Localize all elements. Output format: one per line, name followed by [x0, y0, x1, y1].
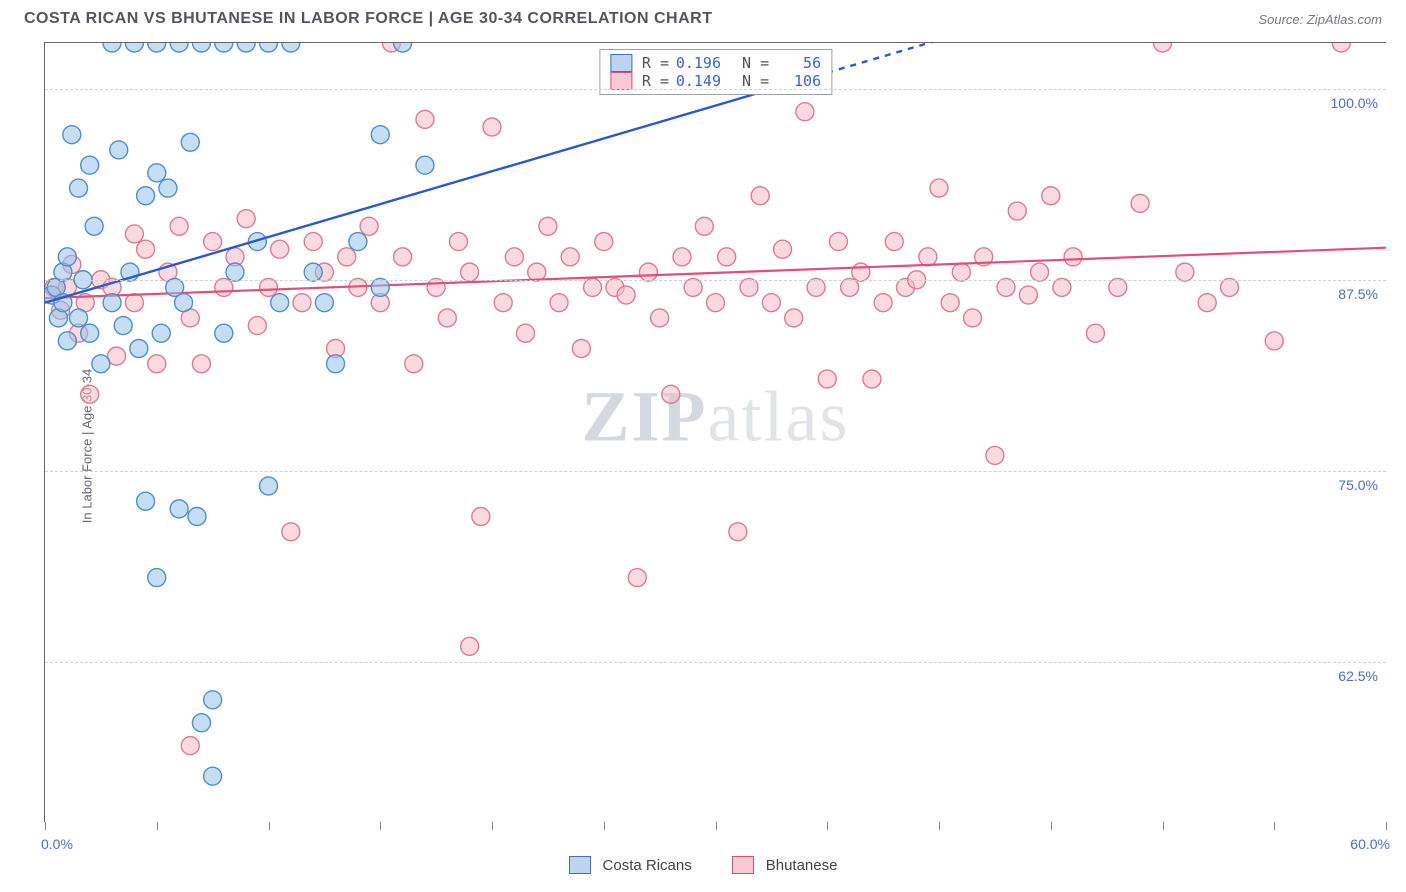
legend-item: Costa Ricans	[569, 856, 692, 874]
scatter-svg	[45, 43, 1386, 822]
swatch-icon	[610, 72, 632, 90]
y-tick-label: 100.0%	[1331, 95, 1378, 111]
x-tick	[269, 822, 270, 830]
r-value: 0.196	[675, 54, 721, 72]
legend-label: Bhutanese	[766, 857, 838, 874]
y-tick-label: 75.0%	[1338, 477, 1378, 493]
x-tick	[492, 822, 493, 830]
x-tick	[1163, 822, 1164, 830]
r-label: R =	[642, 72, 669, 90]
n-label: N =	[742, 72, 769, 90]
x-tick	[939, 822, 940, 830]
x-tick	[157, 822, 158, 830]
gridline	[45, 280, 1386, 281]
legend-row: R = 0.196 N = 56	[610, 54, 821, 72]
swatch-icon	[569, 856, 591, 874]
source-credit: Source: ZipAtlas.com	[1258, 12, 1382, 27]
swatch-icon	[610, 54, 632, 72]
gridline	[45, 471, 1386, 472]
series-legend: Costa Ricans Bhutanese	[0, 856, 1406, 874]
r-label: R =	[642, 54, 669, 72]
legend-item: Bhutanese	[732, 856, 838, 874]
legend-label: Costa Ricans	[603, 857, 692, 874]
n-label: N =	[742, 54, 769, 72]
x-tick	[1274, 822, 1275, 830]
n-value: 56	[775, 54, 821, 72]
y-tick-label: 87.5%	[1338, 286, 1378, 302]
chart-title: COSTA RICAN VS BHUTANESE IN LABOR FORCE …	[24, 10, 713, 28]
x-tick	[45, 822, 46, 830]
n-value: 106	[775, 72, 821, 90]
swatch-icon	[732, 856, 754, 874]
x-tick	[716, 822, 717, 830]
r-value: 0.149	[675, 72, 721, 90]
x-start-label: 0.0%	[41, 836, 73, 852]
x-tick	[1051, 822, 1052, 830]
x-tick	[380, 822, 381, 830]
x-end-label: 60.0%	[1350, 836, 1390, 852]
y-tick-label: 62.5%	[1338, 668, 1378, 684]
gridline	[45, 89, 1386, 90]
legend-row: R = 0.149 N = 106	[610, 72, 821, 90]
plot-area: ZIPatlas R = 0.196 N = 56 R = 0.149 N = …	[44, 42, 1386, 822]
gridline	[45, 662, 1386, 663]
x-tick	[827, 822, 828, 830]
x-tick	[1386, 822, 1387, 830]
x-tick	[604, 822, 605, 830]
